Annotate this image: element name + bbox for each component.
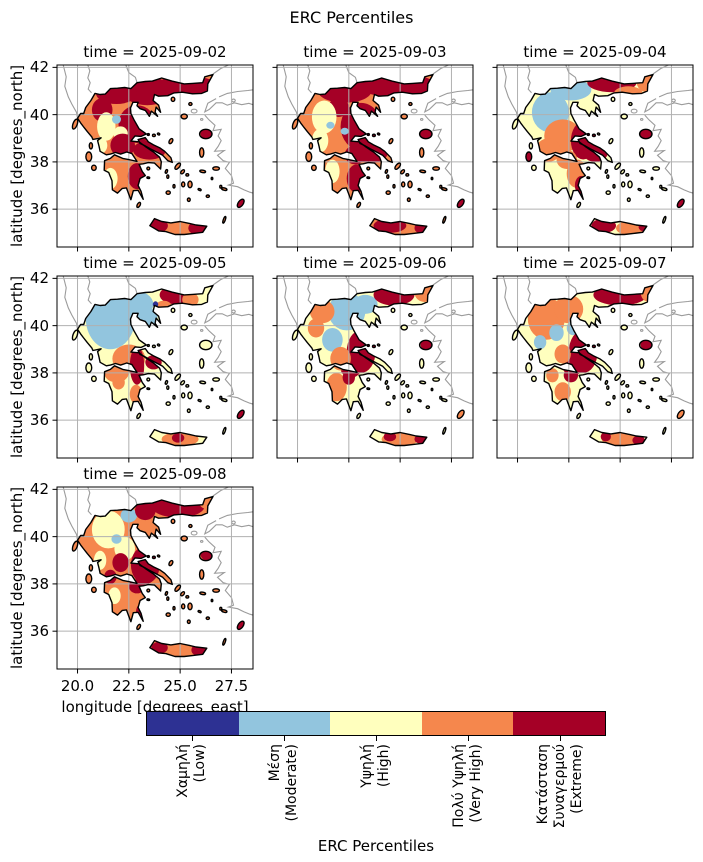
y-axis-label: latitude [degrees_north] — [8, 64, 26, 247]
y-tick-label: 38 — [29, 574, 49, 593]
colorbar-segment-3 — [421, 712, 514, 735]
colorbar-tick — [468, 736, 470, 741]
x-tick-label: 27.5 — [214, 677, 249, 695]
map-2025-09-08 — [52, 486, 254, 674]
colorbar-segment-2 — [330, 712, 422, 735]
map-2025-09-07 — [492, 275, 694, 463]
y-tick-label: 42 — [29, 58, 49, 77]
facet-title: time = 2025-09-03 — [303, 43, 447, 61]
y-tick-label: 42 — [29, 480, 49, 499]
colorbar — [146, 711, 606, 736]
facet-title: time = 2025-09-07 — [523, 254, 667, 272]
y-tick-label: 42 — [29, 269, 49, 288]
y-axis-label: latitude [degrees_north] — [8, 486, 26, 669]
figure-title: ERC Percentiles — [289, 8, 414, 27]
x-tick-label: 20.0 — [60, 677, 95, 695]
facet-title: time = 2025-09-08 — [83, 465, 227, 483]
facet-title: time = 2025-09-04 — [523, 43, 667, 61]
y-tick-label: 36 — [29, 200, 49, 219]
map-2025-09-04 — [492, 64, 694, 252]
facet-title: time = 2025-09-06 — [303, 254, 447, 272]
y-tick-label: 40 — [29, 316, 49, 335]
facet-title: time = 2025-09-02 — [83, 43, 227, 61]
y-tick-label: 40 — [29, 105, 49, 124]
colorbar-segment-4 — [513, 712, 605, 735]
y-tick-label: 38 — [29, 363, 49, 382]
colorbar-segment-1 — [238, 712, 331, 735]
y-tick-label: 36 — [29, 411, 49, 430]
colorbar-axis-label: ERC Percentiles — [317, 837, 435, 855]
map-2025-09-05 — [52, 275, 254, 463]
colorbar-tick — [192, 736, 194, 741]
map-2025-09-02 — [52, 64, 254, 252]
x-tick-label: 25.0 — [163, 677, 197, 695]
facet-title: time = 2025-09-05 — [83, 254, 227, 272]
y-axis-label: latitude [degrees_north] — [8, 275, 26, 458]
colorbar-tick — [560, 736, 562, 741]
y-tick-label: 38 — [29, 152, 49, 171]
map-2025-09-06 — [272, 275, 474, 463]
y-tick-label: 40 — [29, 527, 49, 546]
y-tick-label: 36 — [29, 622, 49, 641]
colorbar-tick — [376, 736, 378, 741]
colorbar-tick — [284, 736, 286, 741]
x-tick-label: 22.5 — [112, 677, 146, 695]
map-2025-09-03 — [272, 64, 474, 252]
colorbar-segment-0 — [147, 712, 239, 735]
